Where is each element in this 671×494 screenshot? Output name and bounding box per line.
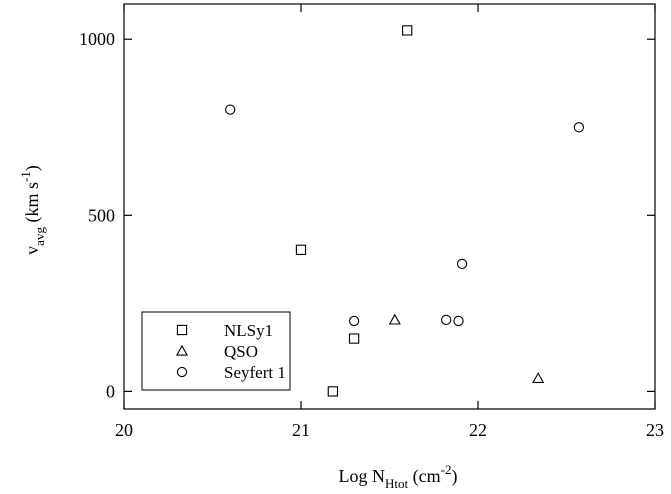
data-points	[225, 25, 585, 397]
x-tick-label: 20	[115, 420, 133, 440]
y-tick-label: 500	[88, 205, 115, 225]
x-tick-label: 22	[469, 420, 487, 440]
circle-point	[456, 258, 468, 270]
circle-point	[348, 315, 360, 327]
axes	[123, 3, 656, 410]
circle-point	[573, 122, 585, 133]
legend-box	[141, 311, 291, 391]
legend-label: Seyfert 1	[224, 363, 286, 382]
circle-point	[440, 314, 452, 326]
square-point	[402, 25, 413, 36]
legend-label: QSO	[224, 342, 258, 361]
legend-marker-circle	[176, 366, 188, 378]
circle-point	[453, 315, 464, 327]
x-tick-label: 21	[292, 420, 310, 440]
legend-marker-triangle	[175, 344, 189, 356]
square-point	[327, 386, 339, 397]
y-tick-label: 0	[106, 381, 115, 401]
ticks: 20 21 22 23 0 500 1000	[79, 4, 664, 440]
x-axis-label: Log NHtot (cm-2)	[339, 462, 458, 491]
triangle-point	[532, 372, 545, 384]
circle-point	[225, 104, 236, 115]
square-point	[348, 333, 360, 344]
square-point	[295, 244, 307, 255]
legend: NLSy1 QSO Seyfert 1	[141, 311, 291, 391]
y-axis-label: vavg (km s-1)	[18, 165, 47, 255]
x-tick-label: 23	[646, 420, 664, 440]
legend-marker-square	[176, 324, 188, 336]
legend-label: NLSy1	[224, 321, 273, 340]
plot-frame	[123, 3, 656, 410]
y-tick-label: 1000	[79, 29, 115, 49]
triangle-point	[388, 313, 401, 325]
